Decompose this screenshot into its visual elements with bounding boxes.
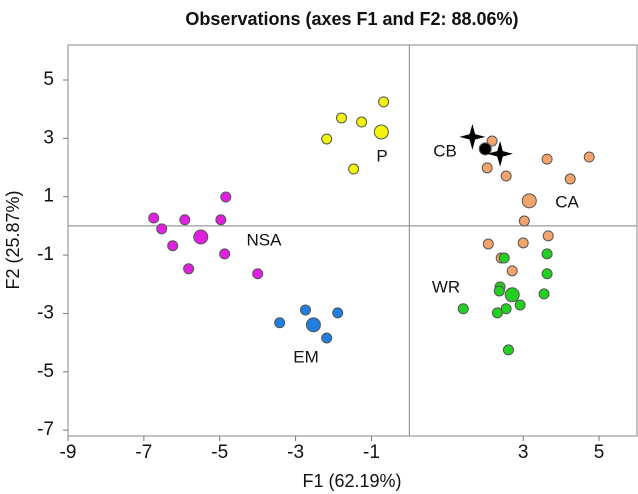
point: [332, 307, 344, 319]
point: [481, 162, 493, 174]
y-tick-label: 1: [43, 186, 54, 207]
point: [274, 317, 286, 329]
point: [321, 133, 333, 145]
point: [541, 153, 553, 165]
point: [252, 268, 264, 280]
point: [299, 304, 311, 316]
plot-frame: [67, 44, 638, 437]
x-tick-label: -7: [135, 442, 152, 463]
point: [504, 287, 520, 303]
point: [564, 173, 576, 185]
point: [517, 237, 529, 249]
group-label: P: [376, 146, 387, 165]
point: [335, 112, 347, 124]
x-tick-label: 5: [594, 442, 605, 463]
x-tick-label: -3: [287, 442, 304, 463]
group-label: WR: [432, 277, 460, 296]
point: [215, 214, 227, 226]
y-tick-label: -1: [37, 244, 54, 265]
group-label: CA: [555, 192, 579, 211]
point: [348, 163, 360, 175]
point: [183, 263, 195, 275]
point: [583, 151, 595, 163]
x-tick-label: -5: [211, 442, 228, 463]
point: [220, 191, 232, 203]
point: [518, 215, 530, 227]
point: [486, 135, 498, 147]
point: [487, 140, 514, 167]
point: [538, 288, 550, 300]
point: [305, 317, 321, 333]
point: [193, 229, 209, 245]
y-tick-label: -5: [37, 361, 54, 382]
point: [167, 240, 179, 252]
x-tick-label: 3: [518, 442, 529, 463]
point: [500, 303, 512, 315]
point: [493, 285, 505, 297]
x-tick-label: -1: [363, 442, 380, 463]
point: [179, 214, 191, 226]
point: [373, 124, 389, 140]
point: [478, 142, 492, 156]
point: [219, 248, 231, 260]
point: [321, 332, 333, 344]
chart-title: Observations (axes F1 and F2: 88.06%): [185, 9, 518, 29]
point: [542, 230, 554, 242]
y-tick-label: 5: [43, 69, 54, 90]
point: [459, 123, 486, 150]
point: [521, 193, 537, 209]
point: [482, 238, 494, 250]
x-tick-label: -9: [60, 442, 77, 463]
point: [457, 303, 469, 315]
point: [541, 248, 553, 260]
group-label: EM: [293, 347, 319, 366]
group-label: CB: [433, 141, 457, 160]
point: [514, 299, 526, 311]
point: [500, 170, 512, 182]
y-tick-label: -7: [37, 419, 54, 440]
point: [491, 307, 503, 319]
x-axis-title: F1 (62.19%): [302, 471, 401, 491]
point: [156, 223, 168, 235]
point: [378, 96, 390, 108]
y-tick-label: 3: [43, 127, 54, 148]
point: [148, 212, 160, 224]
y-axis-title: F2 (25.87%): [3, 190, 23, 289]
point: [506, 265, 518, 277]
point: [502, 344, 514, 356]
point: [541, 268, 553, 280]
point: [356, 116, 368, 128]
group-label: NSA: [247, 230, 283, 249]
point: [498, 252, 510, 264]
y-tick-label: -3: [37, 302, 54, 323]
